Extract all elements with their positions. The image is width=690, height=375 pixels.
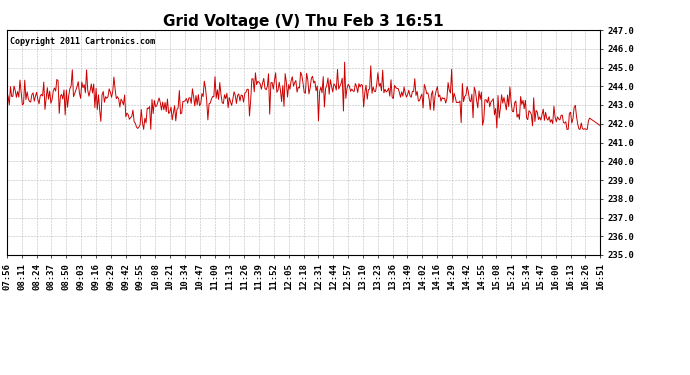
Title: Grid Voltage (V) Thu Feb 3 16:51: Grid Voltage (V) Thu Feb 3 16:51 bbox=[164, 14, 444, 29]
Text: Copyright 2011 Cartronics.com: Copyright 2011 Cartronics.com bbox=[10, 37, 155, 46]
